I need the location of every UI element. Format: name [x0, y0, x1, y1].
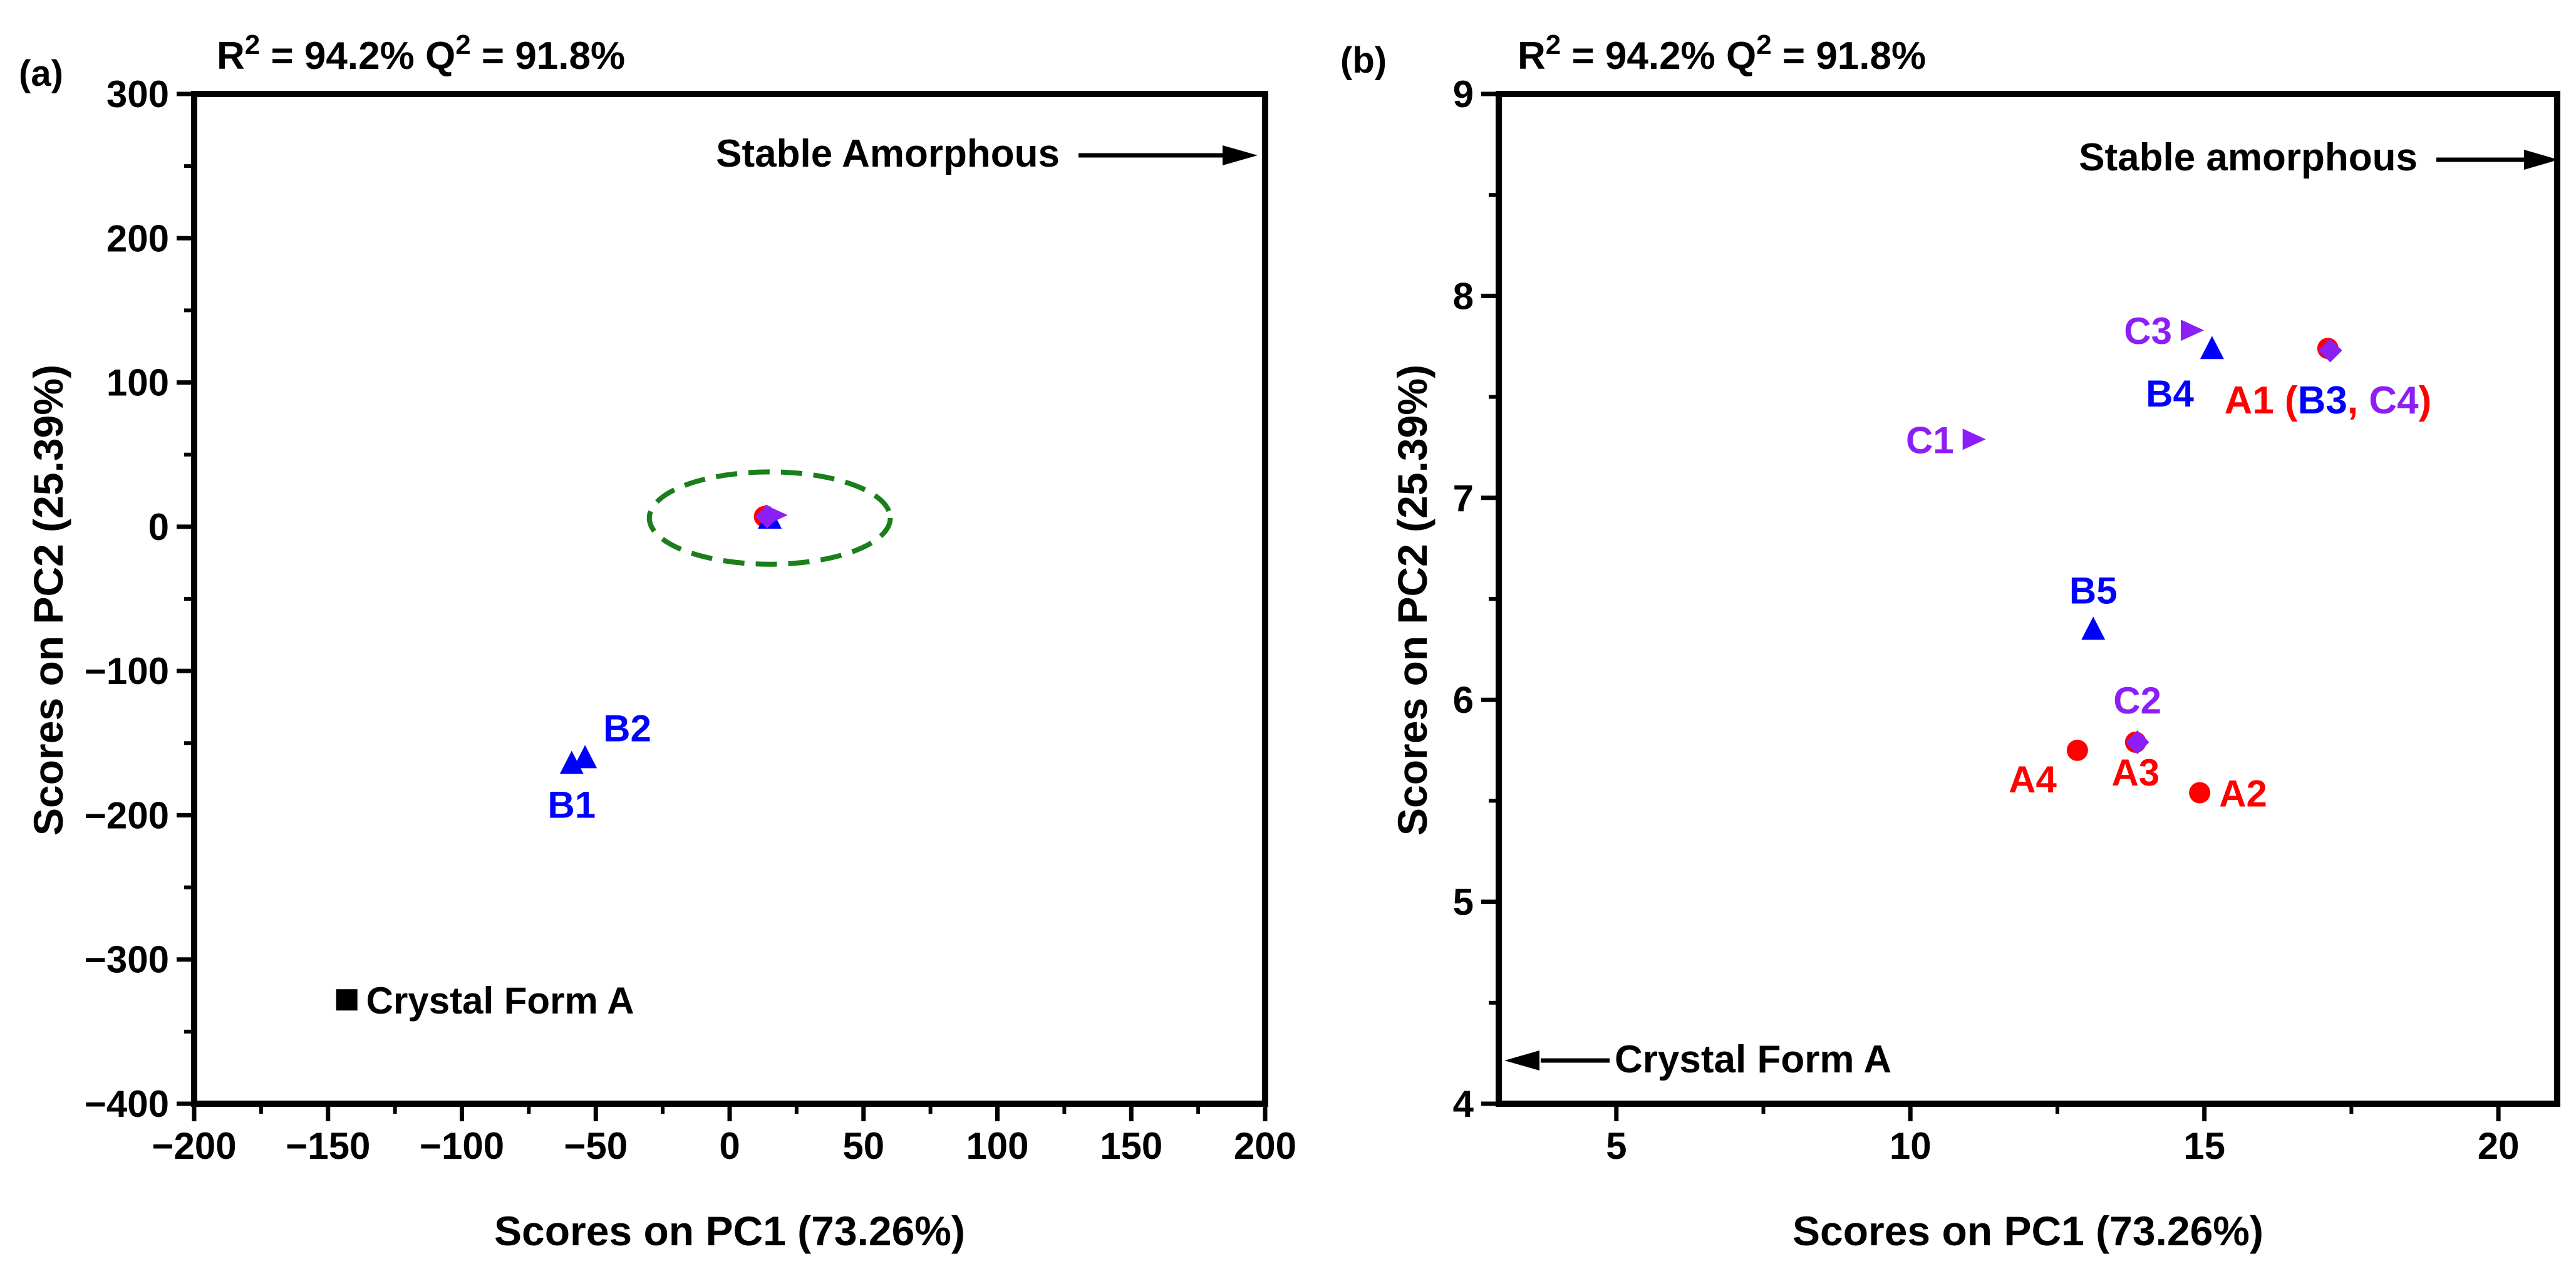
compound-label-part: A1 (: [2224, 379, 2297, 422]
point-label-b5: B5: [2069, 569, 2118, 611]
x-tick-label: 200: [1234, 1125, 1296, 1167]
point-label-c1: C1: [1906, 419, 1954, 461]
y-tick-label: 5: [1453, 881, 1474, 923]
panel-b-annotation-stable: Stable amorphous: [2079, 136, 2418, 179]
panel-b-r-superscript: 2: [1546, 29, 1561, 60]
x-tick-label: 5: [1606, 1125, 1627, 1167]
point-label-b2: B2: [603, 707, 651, 749]
compound-label-part: ,: [2347, 379, 2369, 422]
panel-a-plot-frame: [191, 91, 1268, 1107]
panel-a-x-ticks: −200 −150 −100 −50 0 50 100 150 200: [152, 1104, 1296, 1167]
y-tick-label: 200: [106, 217, 169, 259]
panel-a-y-axis-title: Scores on PC2 (25.39%): [25, 365, 71, 836]
point-label-c3: C3: [2124, 310, 2172, 352]
point-label-crystal-form-a: Crystal Form A: [366, 980, 634, 1022]
panel-b-y-axis-title: Scores on PC2 (25.39%): [1389, 365, 1435, 836]
compound-label-part: C4: [2369, 379, 2419, 422]
point-label-b4: B4: [2146, 373, 2194, 415]
x-tick-label: 100: [966, 1125, 1028, 1167]
y-tick-label: 9: [1453, 73, 1474, 115]
point-c2: [2125, 730, 2149, 754]
y-tick-label: 300: [106, 73, 169, 115]
panel-a-r-symbol: R: [217, 34, 245, 78]
y-tick-label: 4: [1453, 1083, 1474, 1125]
compound-label-part: ): [2419, 379, 2432, 422]
point-a2: [2189, 782, 2211, 804]
panel-b-plot-frame: [1496, 91, 2560, 1107]
y-tick-label: 0: [148, 506, 169, 548]
point-label-a3: A3: [2111, 752, 2160, 794]
y-tick-label: −300: [85, 939, 169, 981]
panel-b-y-ticks: 4 5 6 7 8 9: [1453, 73, 1499, 1125]
point-label-a2: A2: [2219, 773, 2267, 815]
x-tick-label: 150: [1100, 1125, 1162, 1167]
x-tick-label: 10: [1890, 1125, 1932, 1167]
point: [2318, 338, 2342, 363]
panel-b-r-symbol: R: [1518, 34, 1546, 78]
compound-label-part: B3: [2298, 379, 2347, 422]
x-tick-label: 15: [2183, 1125, 2225, 1167]
point-b2: [573, 745, 597, 769]
panel-a-annotation-stable: Stable Amorphous: [716, 132, 1060, 175]
x-tick-label: −150: [286, 1125, 370, 1167]
y-tick-label: 6: [1453, 679, 1474, 721]
y-tick-label: 8: [1453, 275, 1474, 317]
point-label-b1: B1: [547, 784, 596, 826]
panel-b-x-axis-title: Scores on PC1 (73.26%): [1792, 1208, 2263, 1254]
x-tick-label: 0: [719, 1125, 740, 1167]
point-c1: [1962, 428, 1986, 450]
x-tick-label: −100: [420, 1125, 504, 1167]
panel-b-q-superscript: 2: [1756, 29, 1771, 60]
panel-b-r-value: = 94.2% Q: [1561, 34, 1756, 78]
panel-b-x-ticks: 5 10 15 20: [1606, 1104, 2519, 1167]
x-tick-label: −50: [564, 1125, 628, 1167]
x-tick-label: −200: [152, 1125, 236, 1167]
panel-a-arrowhead-stable: [1223, 145, 1258, 165]
point-label-a1-b3-c4: A1 (B3, C4): [2224, 379, 2431, 422]
panel-a-cluster-ellipse: [646, 469, 893, 567]
panel-b-arrowhead-stable: [2524, 150, 2558, 170]
panel-a-y-ticks: −400 −300 −200 −100 0 100 200 300: [85, 73, 194, 1125]
panel-a: (a) R2 = 94.2% Q2 = 91.8% −200 −150 −100 −5…: [19, 29, 1296, 1254]
panel-b-arrowhead-crystal: [1504, 1050, 1539, 1071]
y-tick-label: 100: [106, 362, 169, 404]
panel-a-stats: R2 = 94.2% Q2 = 91.8%: [217, 29, 625, 78]
panel-a-r-value: = 94.2% Q: [260, 34, 455, 78]
panel-a-q-superscript: 2: [455, 29, 470, 60]
panel-a-x-axis-title: Scores on PC1 (73.26%): [494, 1208, 965, 1254]
panel-b-points: C1 B4 C3 B5 C2 A4 A2 A3 A1 (B3, C4): [1906, 310, 2431, 814]
panel-a-label: (a): [19, 53, 63, 94]
panel-b: (b) R2 = 94.2% Q2 = 91.8% 5 10 15 20 456789…: [1340, 29, 2560, 1254]
panel-a-r-superscript: 2: [245, 29, 260, 60]
point: [764, 504, 788, 526]
point-label-c2: C2: [2113, 680, 2161, 722]
panel-b-annotation-crystal: Crystal Form A: [1615, 1038, 1891, 1081]
panel-b-stats: R2 = 94.2% Q2 = 91.8%: [1518, 29, 1926, 78]
point-label-a4: A4: [2009, 759, 2057, 801]
x-tick-label: 20: [2478, 1125, 2520, 1167]
point-b4: [2200, 336, 2224, 360]
y-tick-label: −100: [85, 650, 169, 692]
point-b5: [2081, 616, 2106, 640]
y-tick-label: −400: [85, 1083, 169, 1125]
y-tick-label: 7: [1453, 477, 1474, 519]
point-c3: [2181, 319, 2205, 341]
panel-b-label: (b): [1340, 40, 1387, 81]
x-tick-label: 50: [842, 1125, 884, 1167]
y-tick-label: −200: [85, 794, 169, 836]
panel-a-q-value: = 91.8%: [471, 34, 625, 78]
point-crystal-form-a: [336, 989, 358, 1011]
point-a4: [2066, 739, 2088, 761]
panel-b-q-value: = 91.8%: [1772, 34, 1926, 78]
